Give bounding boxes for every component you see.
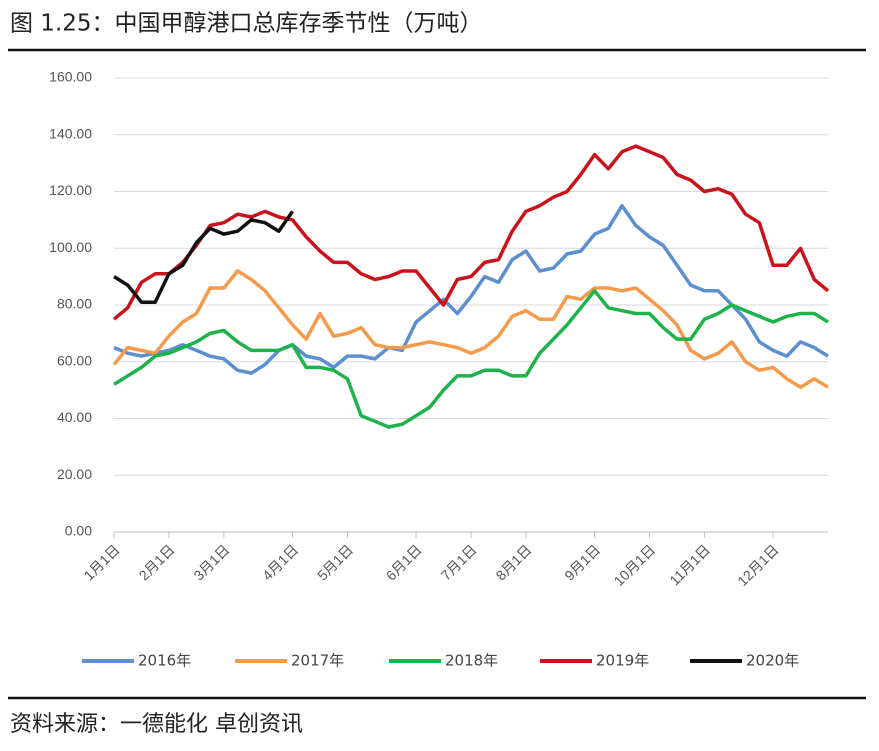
legend-label: 2016年 bbox=[138, 652, 191, 670]
series-line bbox=[112, 144, 830, 321]
y-tick-label: 60.00 bbox=[57, 352, 92, 368]
x-tick-label: 6月1日 bbox=[383, 541, 425, 583]
x-tick-label: 11月1日 bbox=[666, 541, 713, 588]
y-tick-label: 160.00 bbox=[49, 69, 92, 85]
y-tick-label: 140.00 bbox=[49, 125, 92, 141]
legend-label: 2018年 bbox=[445, 652, 498, 670]
y-tick-label: 20.00 bbox=[57, 466, 92, 482]
y-tick-label: 80.00 bbox=[57, 296, 92, 312]
x-tick-label: 4月1日 bbox=[259, 541, 301, 583]
x-tick-label: 1月1日 bbox=[81, 541, 123, 583]
x-tick-label: 9月1日 bbox=[561, 541, 603, 583]
legend-label: 2017年 bbox=[291, 652, 344, 670]
y-tick-label: 100.00 bbox=[49, 239, 92, 255]
series-line bbox=[113, 289, 829, 429]
x-tick-label: 2月1日 bbox=[136, 541, 178, 583]
source: 资料来源：一德能化 卓创资讯 bbox=[10, 712, 303, 737]
x-tick-label: 8月1日 bbox=[493, 541, 535, 583]
chart-title: 图 1.25：中国甲醇港口总库存季节性（万吨） bbox=[10, 11, 483, 37]
y-tick-label: 40.00 bbox=[57, 409, 92, 425]
x-tick-label: 10月1日 bbox=[611, 541, 659, 589]
series-line bbox=[112, 269, 829, 390]
x-tick-label: 12月1日 bbox=[734, 541, 782, 589]
series-line bbox=[113, 203, 829, 375]
x-tick-label: 7月1日 bbox=[438, 541, 480, 583]
x-tick-label: 3月1日 bbox=[190, 541, 232, 583]
legend-label: 2019年 bbox=[596, 652, 649, 670]
y-tick-label: 120.00 bbox=[49, 182, 92, 198]
legend-label: 2020年 bbox=[746, 652, 799, 670]
y-tick-label: 0.00 bbox=[65, 523, 92, 539]
series-line bbox=[113, 210, 294, 304]
x-tick-label: 5月1日 bbox=[314, 541, 356, 583]
